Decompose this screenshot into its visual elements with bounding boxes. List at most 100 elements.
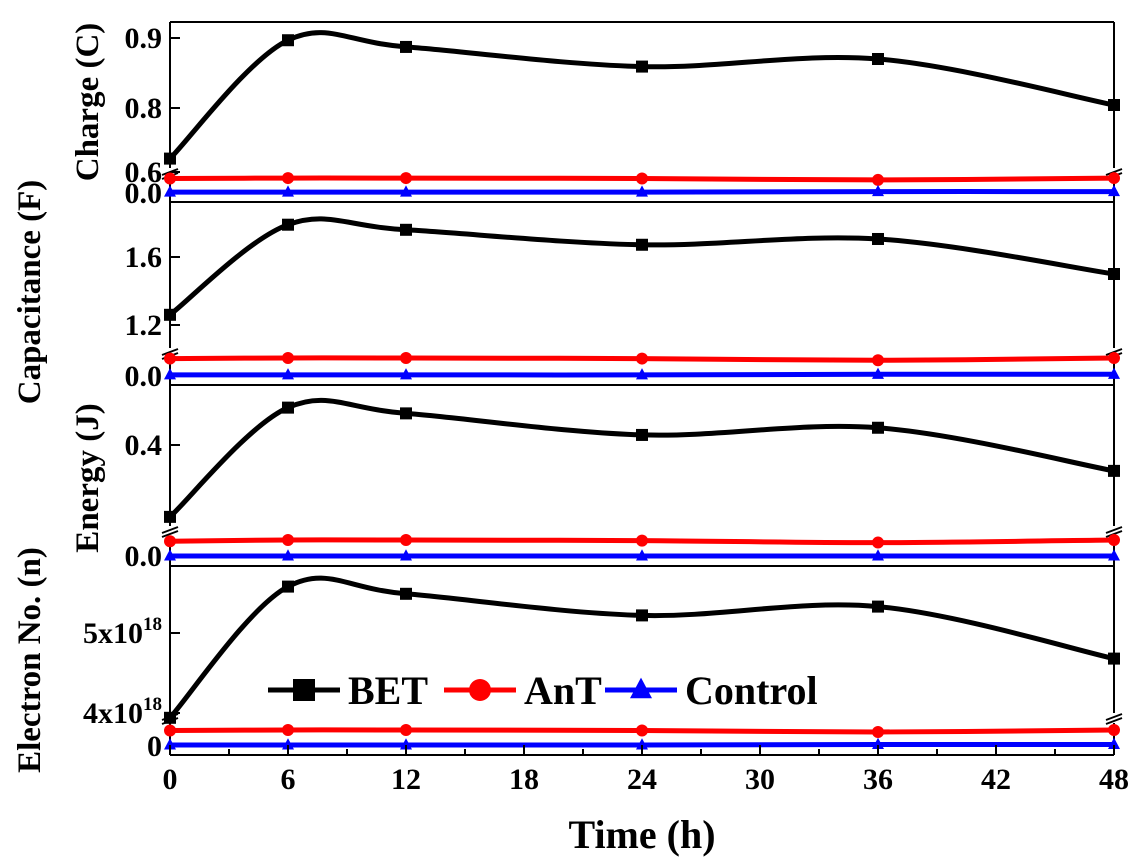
y-axis-title: Electron No. (n) bbox=[12, 547, 48, 773]
data-point-bet bbox=[872, 52, 884, 65]
y-tick-label: 0.8 bbox=[125, 92, 163, 125]
data-point-bet bbox=[164, 510, 176, 523]
y-tick-label: 0.9 bbox=[125, 22, 163, 55]
series-line-bet bbox=[167, 216, 1117, 318]
data-point-control bbox=[400, 549, 412, 561]
data-point-ant bbox=[400, 352, 412, 364]
data-point-control bbox=[1108, 367, 1120, 379]
data-point-ant bbox=[400, 534, 412, 546]
data-point-ant bbox=[1108, 352, 1120, 364]
series-line-bet bbox=[167, 397, 1117, 520]
axis-break-mark bbox=[161, 530, 179, 538]
data-point-ant bbox=[872, 726, 884, 738]
legend-marker bbox=[630, 677, 652, 699]
y-tick-label: 0.0 bbox=[125, 540, 163, 573]
series-line-bet bbox=[167, 30, 1117, 162]
y-tick-label: 0.6 bbox=[125, 156, 163, 189]
data-point-control bbox=[872, 549, 884, 561]
legend-label: AnT bbox=[524, 668, 602, 713]
data-point-ant bbox=[400, 172, 412, 185]
data-point-ant bbox=[872, 173, 884, 186]
legend-marker bbox=[293, 679, 315, 701]
x-axis-title: Time (h) bbox=[568, 812, 715, 857]
y-tick-label: 0.0 bbox=[125, 177, 163, 210]
data-point-bet bbox=[164, 152, 176, 165]
data-point-bet bbox=[282, 34, 294, 47]
axis-break-mark bbox=[161, 348, 179, 356]
data-point-control bbox=[282, 185, 294, 197]
y-tick-label: 0.0 bbox=[125, 360, 163, 393]
data-point-bet bbox=[1108, 99, 1120, 111]
legend-marker bbox=[469, 679, 491, 701]
data-point-bet bbox=[636, 60, 648, 73]
data-point-control bbox=[1108, 737, 1120, 749]
y-axis-title: Energy (J) bbox=[70, 403, 106, 552]
x-tick-label: 18 bbox=[509, 763, 539, 796]
data-point-ant bbox=[164, 352, 176, 365]
axis-break-mark bbox=[161, 526, 179, 534]
data-point-control bbox=[164, 549, 176, 561]
legend-label: BET bbox=[348, 668, 428, 713]
data-point-bet bbox=[282, 580, 294, 593]
x-tick-label: 24 bbox=[627, 763, 657, 796]
data-point-control bbox=[872, 184, 884, 197]
y-axis-title: Charge (C) bbox=[70, 23, 106, 182]
data-point-control bbox=[164, 368, 176, 380]
data-point-bet bbox=[400, 587, 412, 600]
data-point-ant bbox=[636, 724, 648, 737]
axis-break-mark bbox=[1105, 713, 1123, 721]
data-point-ant bbox=[872, 536, 884, 549]
data-point-bet bbox=[164, 711, 176, 724]
data-point-control bbox=[282, 549, 294, 561]
data-point-ant bbox=[636, 352, 648, 365]
legend-item-ant: AnT bbox=[444, 668, 602, 713]
data-point-bet bbox=[400, 223, 412, 236]
y-tick-label: 4x1018 bbox=[83, 694, 162, 730]
data-point-control bbox=[164, 738, 176, 750]
y-tick-label: 1.6 bbox=[125, 241, 163, 274]
data-point-control bbox=[1108, 184, 1120, 197]
data-point-control bbox=[400, 368, 412, 380]
y-tick-label: 0 bbox=[147, 730, 162, 763]
data-point-bet bbox=[636, 609, 648, 622]
data-point-control bbox=[400, 738, 412, 750]
data-point-control bbox=[636, 738, 648, 750]
data-point-bet bbox=[872, 421, 884, 434]
data-point-ant bbox=[636, 534, 648, 547]
y-tick-label: 5x1018 bbox=[83, 614, 162, 650]
data-point-control bbox=[872, 737, 884, 749]
x-tick-label: 42 bbox=[981, 763, 1011, 796]
axis-break-mark bbox=[1105, 717, 1123, 725]
data-point-bet bbox=[872, 232, 884, 245]
panel-3: 0.0 0.4 Energy (J) bbox=[70, 384, 1123, 573]
data-point-bet bbox=[282, 218, 294, 231]
data-point-ant bbox=[164, 172, 176, 185]
data-point-ant bbox=[282, 172, 294, 185]
legend-label: Control bbox=[685, 668, 818, 713]
data-point-control bbox=[636, 549, 648, 561]
data-point-ant bbox=[636, 172, 648, 185]
x-tick-label: 0 bbox=[163, 763, 178, 796]
data-point-bet bbox=[164, 308, 176, 321]
x-tick-label: 30 bbox=[745, 763, 775, 796]
data-point-ant bbox=[282, 534, 294, 546]
panel-2: 0.0 1.2 1.6 Capacitance (F) bbox=[12, 180, 1123, 404]
data-point-ant bbox=[282, 352, 294, 364]
data-point-bet bbox=[1108, 464, 1120, 477]
data-point-control bbox=[282, 738, 294, 750]
data-point-bet bbox=[400, 407, 412, 420]
data-point-bet bbox=[1108, 652, 1120, 665]
data-point-ant bbox=[282, 724, 294, 736]
legend: BET AnT Control bbox=[268, 668, 818, 713]
data-point-ant bbox=[872, 354, 884, 367]
legend-item-bet: BET bbox=[268, 668, 428, 713]
data-point-bet bbox=[636, 428, 648, 441]
series-line-bet bbox=[167, 575, 1117, 721]
data-point-bet bbox=[282, 401, 294, 414]
data-point-bet bbox=[400, 40, 412, 53]
data-point-control bbox=[636, 368, 648, 380]
axis-break-mark bbox=[1105, 168, 1123, 176]
data-point-ant bbox=[1108, 724, 1120, 736]
